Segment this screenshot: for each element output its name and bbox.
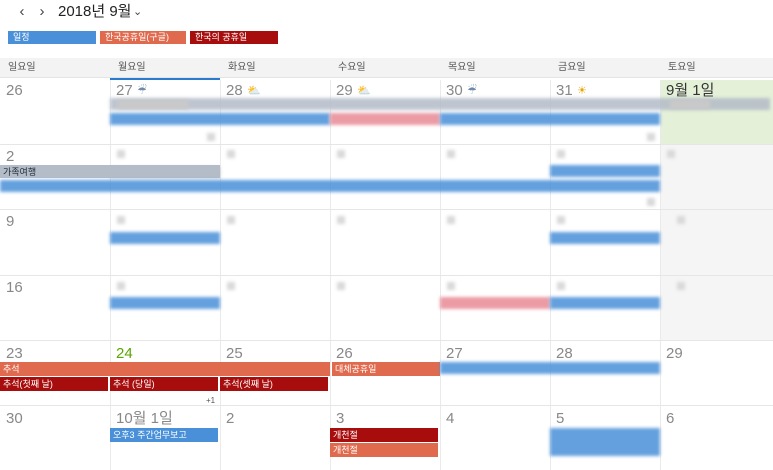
- event-bar[interactable]: [550, 165, 660, 177]
- month-title[interactable]: 2018년 9월: [58, 3, 132, 20]
- event-gaecheonjeol-korea[interactable]: 개천절: [330, 428, 438, 442]
- event-chuseok-day2[interactable]: 추석 (당일): [110, 377, 218, 391]
- calendar-chip-korea-holiday[interactable]: 한국의 공휴일: [190, 31, 278, 44]
- event-bar[interactable]: [110, 297, 220, 309]
- cloud-rain-icon: ☔: [137, 85, 147, 97]
- day-number[interactable]: 4: [446, 410, 455, 427]
- day-number[interactable]: 5: [556, 410, 565, 427]
- sun-cloud-icon: ⛅: [247, 85, 261, 97]
- day-number[interactable]: 2: [226, 410, 235, 427]
- selected-day-cell[interactable]: [660, 80, 773, 144]
- weekday-sat: 토요일: [668, 62, 696, 73]
- event-bar[interactable]: [0, 180, 660, 192]
- day-number-blurred: [557, 216, 565, 224]
- event-bar[interactable]: [330, 113, 440, 125]
- weekday-sun: 일요일: [8, 62, 36, 73]
- day-number[interactable]: 29: [666, 345, 683, 362]
- event-bar[interactable]: [550, 428, 660, 456]
- saturday-column: [660, 144, 773, 340]
- chevron-down-icon[interactable]: ⌄: [133, 6, 143, 18]
- weekday-mon: 월요일: [118, 62, 146, 73]
- cloud-rain-icon: ☔: [467, 85, 477, 97]
- today-indicator: [110, 78, 220, 80]
- day-number-blurred: [227, 282, 235, 290]
- day-number-blurred: [227, 216, 235, 224]
- sun-icon: ☀: [577, 85, 587, 97]
- next-month-button[interactable]: ›: [39, 3, 45, 20]
- blurred-text: [118, 100, 188, 109]
- day-number[interactable]: 3: [336, 410, 345, 427]
- week-separator: [0, 340, 773, 341]
- event-chuseok-day3[interactable]: 추석(셋째 날): [220, 377, 328, 391]
- more-events-link[interactable]: +1: [206, 396, 216, 405]
- event-gaecheonjeol-google[interactable]: 개천절: [330, 443, 438, 457]
- event-weekly-meeting[interactable]: 오후3 주간업무보고: [110, 428, 218, 442]
- day-number-blurred: [117, 282, 125, 290]
- weekday-header: 일요일 월요일 화요일 수요일 목요일 금요일 토요일: [0, 58, 773, 78]
- day-number[interactable]: 30: [446, 82, 463, 99]
- day-number[interactable]: 16: [6, 279, 23, 296]
- day-number-blurred: [337, 282, 345, 290]
- event-bar[interactable]: [440, 113, 660, 125]
- day-number[interactable]: 6: [666, 410, 675, 427]
- more-dot: [207, 133, 215, 141]
- week-separator: [0, 275, 773, 276]
- day-number-blurred: [557, 150, 565, 158]
- prev-month-button[interactable]: ‹: [19, 3, 25, 20]
- day-number-blurred: [677, 216, 685, 224]
- day-number[interactable]: 28: [556, 345, 573, 362]
- day-number-blurred: [337, 216, 345, 224]
- day-number[interactable]: 26: [336, 345, 353, 362]
- day-number-blurred: [557, 282, 565, 290]
- sun-cloud-icon: ⛅: [357, 85, 371, 97]
- day-number-blurred: [677, 282, 685, 290]
- more-dot: [647, 133, 655, 141]
- event-bar[interactable]: [110, 232, 220, 244]
- event-chuseok-day1[interactable]: 추석(첫째 날): [0, 377, 108, 391]
- blurred-text: [670, 100, 710, 109]
- day-number[interactable]: 2: [6, 148, 15, 165]
- day-number[interactable]: 23: [6, 345, 23, 362]
- day-number[interactable]: 31: [556, 82, 573, 99]
- day-number-blurred: [227, 150, 235, 158]
- weekday-thu: 목요일: [448, 62, 476, 73]
- day-number-blurred: [337, 150, 345, 158]
- calendar-chip-google-holiday[interactable]: 한국공휴일(구글): [100, 31, 186, 44]
- event-chuseok[interactable]: 추석: [0, 362, 330, 376]
- weekday-tue: 화요일: [228, 62, 256, 73]
- calendar-chip-schedule[interactable]: 일정: [8, 31, 96, 44]
- day-number[interactable]: 9월 1일: [666, 82, 715, 99]
- day-number[interactable]: 29: [336, 82, 353, 99]
- day-number-blurred: [117, 216, 125, 224]
- event-bar[interactable]: [440, 297, 550, 309]
- calendar-header: ‹ › 2018년 9월 ⌄: [0, 0, 773, 26]
- more-dot: [647, 198, 655, 206]
- weekday-fri: 금요일: [558, 62, 586, 73]
- day-number-blurred: [447, 216, 455, 224]
- week-separator: [0, 209, 773, 210]
- day-number-today[interactable]: 24: [116, 345, 133, 362]
- event-bar[interactable]: [440, 362, 660, 374]
- day-number[interactable]: 25: [226, 345, 243, 362]
- event-bar[interactable]: [550, 232, 660, 244]
- day-number-blurred: [447, 282, 455, 290]
- event-bar[interactable]: [110, 98, 770, 110]
- event-bar[interactable]: [110, 113, 330, 125]
- day-number-blurred: [447, 150, 455, 158]
- week-separator: [0, 144, 773, 145]
- event-bar[interactable]: [110, 167, 220, 178]
- day-number[interactable]: 27: [116, 82, 133, 99]
- event-bar[interactable]: [550, 297, 660, 309]
- day-number[interactable]: 28: [226, 82, 243, 99]
- day-number[interactable]: 30: [6, 410, 23, 427]
- day-number[interactable]: 26: [6, 82, 23, 99]
- event-substitute-holiday[interactable]: 대체공휴일: [332, 362, 440, 376]
- day-number-blurred: [117, 150, 125, 158]
- day-number[interactable]: 10월 1일: [116, 410, 173, 427]
- day-number[interactable]: 27: [446, 345, 463, 362]
- day-number[interactable]: 9: [6, 213, 15, 230]
- week-separator: [0, 405, 773, 406]
- day-number-blurred: [667, 150, 675, 158]
- weekday-wed: 수요일: [338, 62, 366, 73]
